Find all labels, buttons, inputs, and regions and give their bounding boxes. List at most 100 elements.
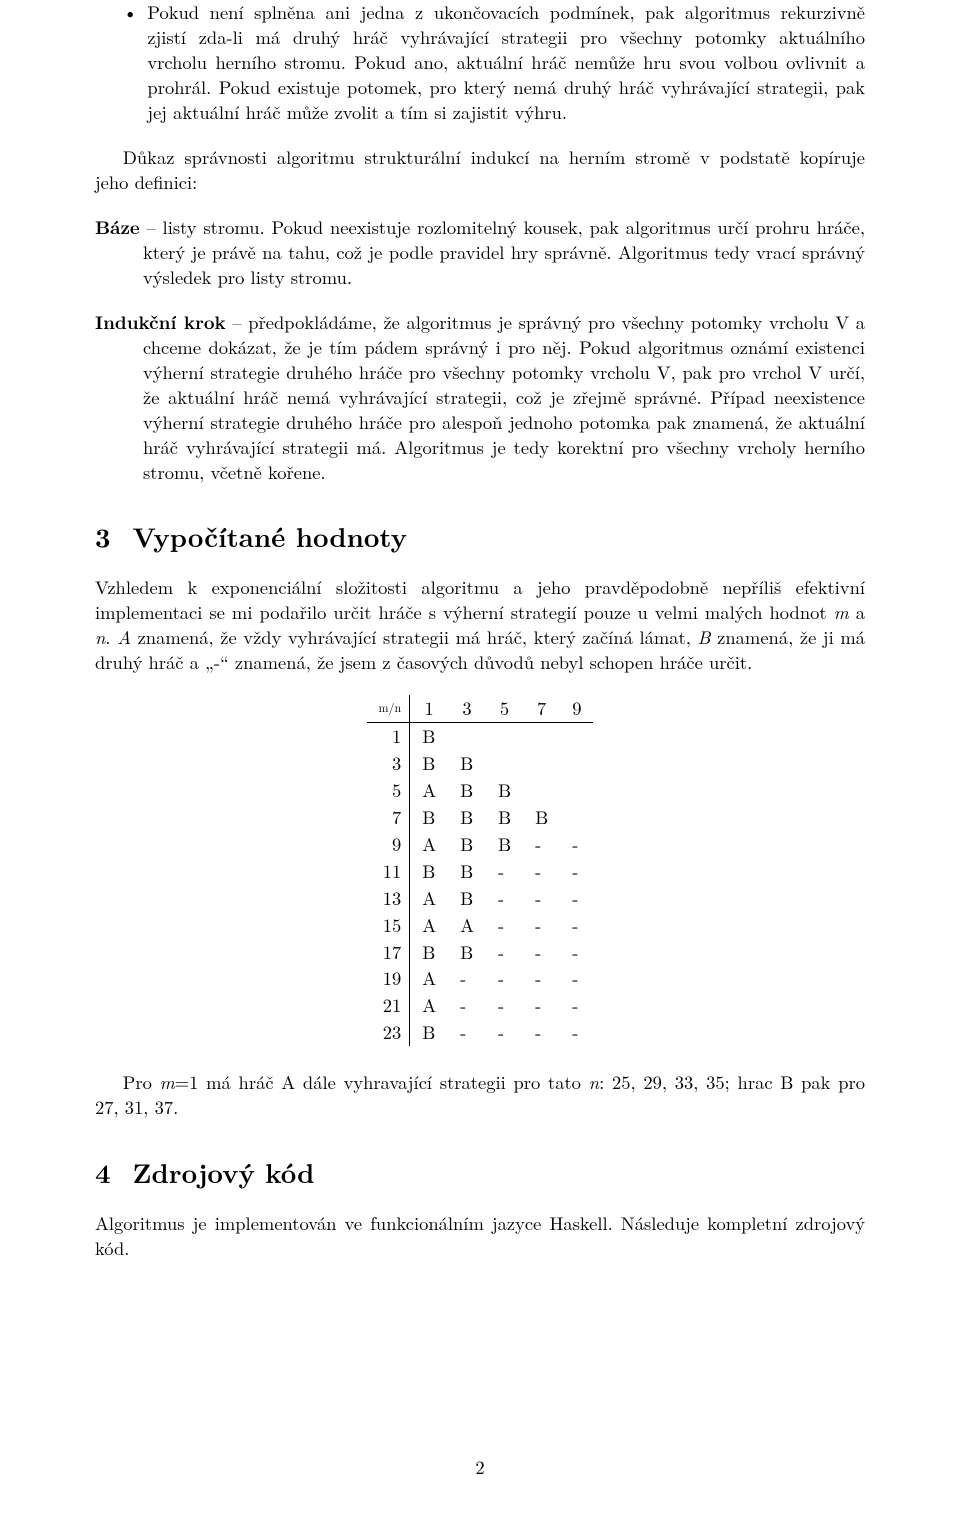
table-row-header: 11 bbox=[367, 858, 410, 885]
text-fragment: =1 má hráč A dále vyhravající strategii … bbox=[175, 1069, 589, 1095]
table-row: 3BB bbox=[367, 750, 594, 777]
table-cell bbox=[560, 750, 593, 777]
table-cell: - bbox=[486, 912, 523, 939]
table-row-header: 13 bbox=[367, 885, 410, 912]
table-cell: B bbox=[410, 858, 448, 885]
table-row-header: 3 bbox=[367, 750, 410, 777]
section-3-heading: 3 Vypočítané hodnoty bbox=[95, 518, 865, 554]
table-cell bbox=[560, 722, 593, 749]
table-cell: - bbox=[448, 965, 486, 992]
bullet-item: • Pokud není splněna ani jedna z ukončov… bbox=[95, 0, 865, 125]
section-3-number: 3 bbox=[95, 518, 111, 554]
text-fragment: a bbox=[849, 599, 865, 625]
table-row-header: 17 bbox=[367, 939, 410, 966]
table-cell: - bbox=[523, 912, 560, 939]
definition-base: Báze – listy stromu. Pokud neexistuje ro… bbox=[95, 215, 865, 290]
table-row: 13AB--- bbox=[367, 885, 594, 912]
var-n: n bbox=[589, 1069, 599, 1095]
table-cell: - bbox=[523, 885, 560, 912]
table-col-header: 3 bbox=[448, 695, 486, 722]
bullet-text: Pokud není splněna ani jedna z ukončovac… bbox=[147, 0, 865, 125]
table-cell: A bbox=[410, 965, 448, 992]
table-cell: B bbox=[486, 804, 523, 831]
table-row: 15AA--- bbox=[367, 912, 594, 939]
table-row-header: 5 bbox=[367, 777, 410, 804]
table-cell: - bbox=[523, 992, 560, 1019]
definition-base-text: – listy stromu. Pokud neexistuje rozlomi… bbox=[140, 214, 865, 290]
section-4-title: Zdrojový kód bbox=[133, 1152, 315, 1191]
table-cell: B bbox=[410, 722, 448, 749]
table-header-row: m/n 1 3 5 7 9 bbox=[367, 695, 594, 722]
table-cell: B bbox=[448, 750, 486, 777]
table-cell bbox=[523, 777, 560, 804]
var-m: m bbox=[834, 599, 849, 625]
table-row: 11BB--- bbox=[367, 858, 594, 885]
table-row-header: 19 bbox=[367, 965, 410, 992]
table-cell bbox=[560, 777, 593, 804]
table-cell: A bbox=[448, 912, 486, 939]
table-cell: B bbox=[410, 804, 448, 831]
table-cell: - bbox=[560, 939, 593, 966]
table-cell: - bbox=[486, 992, 523, 1019]
table-cell bbox=[486, 750, 523, 777]
var-m: m bbox=[160, 1069, 175, 1095]
table-cell: B bbox=[486, 831, 523, 858]
table-col-header: 1 bbox=[410, 695, 448, 722]
table-cell: B bbox=[448, 831, 486, 858]
definition-step-text: – předpokládáme, že algoritmus je správn… bbox=[143, 309, 865, 485]
table-row: 1B bbox=[367, 722, 594, 749]
table-corner: m/n bbox=[367, 695, 410, 722]
table-cell: B bbox=[448, 858, 486, 885]
var-n: n bbox=[95, 624, 105, 650]
results-table: m/n 1 3 5 7 9 1B3BB5ABB7BBBB9ABB--11BB--… bbox=[367, 695, 594, 1047]
table-row: 7BBBB bbox=[367, 804, 594, 831]
table-row: 9ABB-- bbox=[367, 831, 594, 858]
section-4-paragraph: Algoritmus je implementován ve funkcioná… bbox=[95, 1211, 865, 1261]
section-4-number: 4 bbox=[95, 1154, 111, 1190]
table-cell bbox=[523, 750, 560, 777]
table-cell: - bbox=[523, 939, 560, 966]
table-cell: - bbox=[523, 858, 560, 885]
table-cell: - bbox=[523, 1019, 560, 1046]
var-a: A bbox=[117, 624, 131, 650]
table-row-header: 7 bbox=[367, 804, 410, 831]
definition-step-label: Indukční krok bbox=[95, 309, 226, 335]
after-table-paragraph: Pro m=1 má hráč A dále vyhravající strat… bbox=[95, 1070, 865, 1120]
table-row: 17BB--- bbox=[367, 939, 594, 966]
text-fragment: Pro bbox=[123, 1069, 160, 1095]
table-row: 5ABB bbox=[367, 777, 594, 804]
results-table-wrap: m/n 1 3 5 7 9 1B3BB5ABB7BBBB9ABB--11BB--… bbox=[95, 695, 865, 1047]
section-3-title: Vypočítané hodnoty bbox=[133, 516, 407, 555]
table-row-header: 21 bbox=[367, 992, 410, 1019]
table-row-header: 23 bbox=[367, 1019, 410, 1046]
table-cell: B bbox=[410, 750, 448, 777]
page-number: 2 bbox=[0, 1455, 960, 1480]
table-cell: - bbox=[486, 1019, 523, 1046]
table-col-header: 5 bbox=[486, 695, 523, 722]
section-4-heading: 4 Zdrojový kód bbox=[95, 1154, 865, 1190]
table-cell: A bbox=[410, 777, 448, 804]
var-b: B bbox=[698, 624, 711, 650]
table-cell bbox=[523, 722, 560, 749]
table-cell bbox=[560, 804, 593, 831]
table-cell: - bbox=[560, 965, 593, 992]
section-3-paragraph: Vzhledem k exponenciální složitosti algo… bbox=[95, 575, 865, 675]
table-cell: - bbox=[560, 858, 593, 885]
table-cell: - bbox=[523, 965, 560, 992]
table-cell bbox=[448, 722, 486, 749]
table-cell: B bbox=[448, 804, 486, 831]
text-fragment: Vzhledem k exponenciální složitosti algo… bbox=[95, 574, 865, 625]
text-fragment: . bbox=[105, 624, 117, 650]
table-cell: - bbox=[448, 1019, 486, 1046]
table-row-header: 1 bbox=[367, 722, 410, 749]
table-cell: - bbox=[560, 992, 593, 1019]
table-cell: - bbox=[560, 912, 593, 939]
text-fragment: znamená, že vždy vyhrávající strategii m… bbox=[131, 624, 698, 650]
table-cell: A bbox=[410, 831, 448, 858]
table-col-header: 7 bbox=[523, 695, 560, 722]
table-cell: - bbox=[560, 1019, 593, 1046]
table-cell: - bbox=[523, 831, 560, 858]
proof-intro-paragraph: Důkaz správnosti algoritmu strukturální … bbox=[95, 145, 865, 195]
table-cell: - bbox=[486, 939, 523, 966]
table-cell: B bbox=[523, 804, 560, 831]
